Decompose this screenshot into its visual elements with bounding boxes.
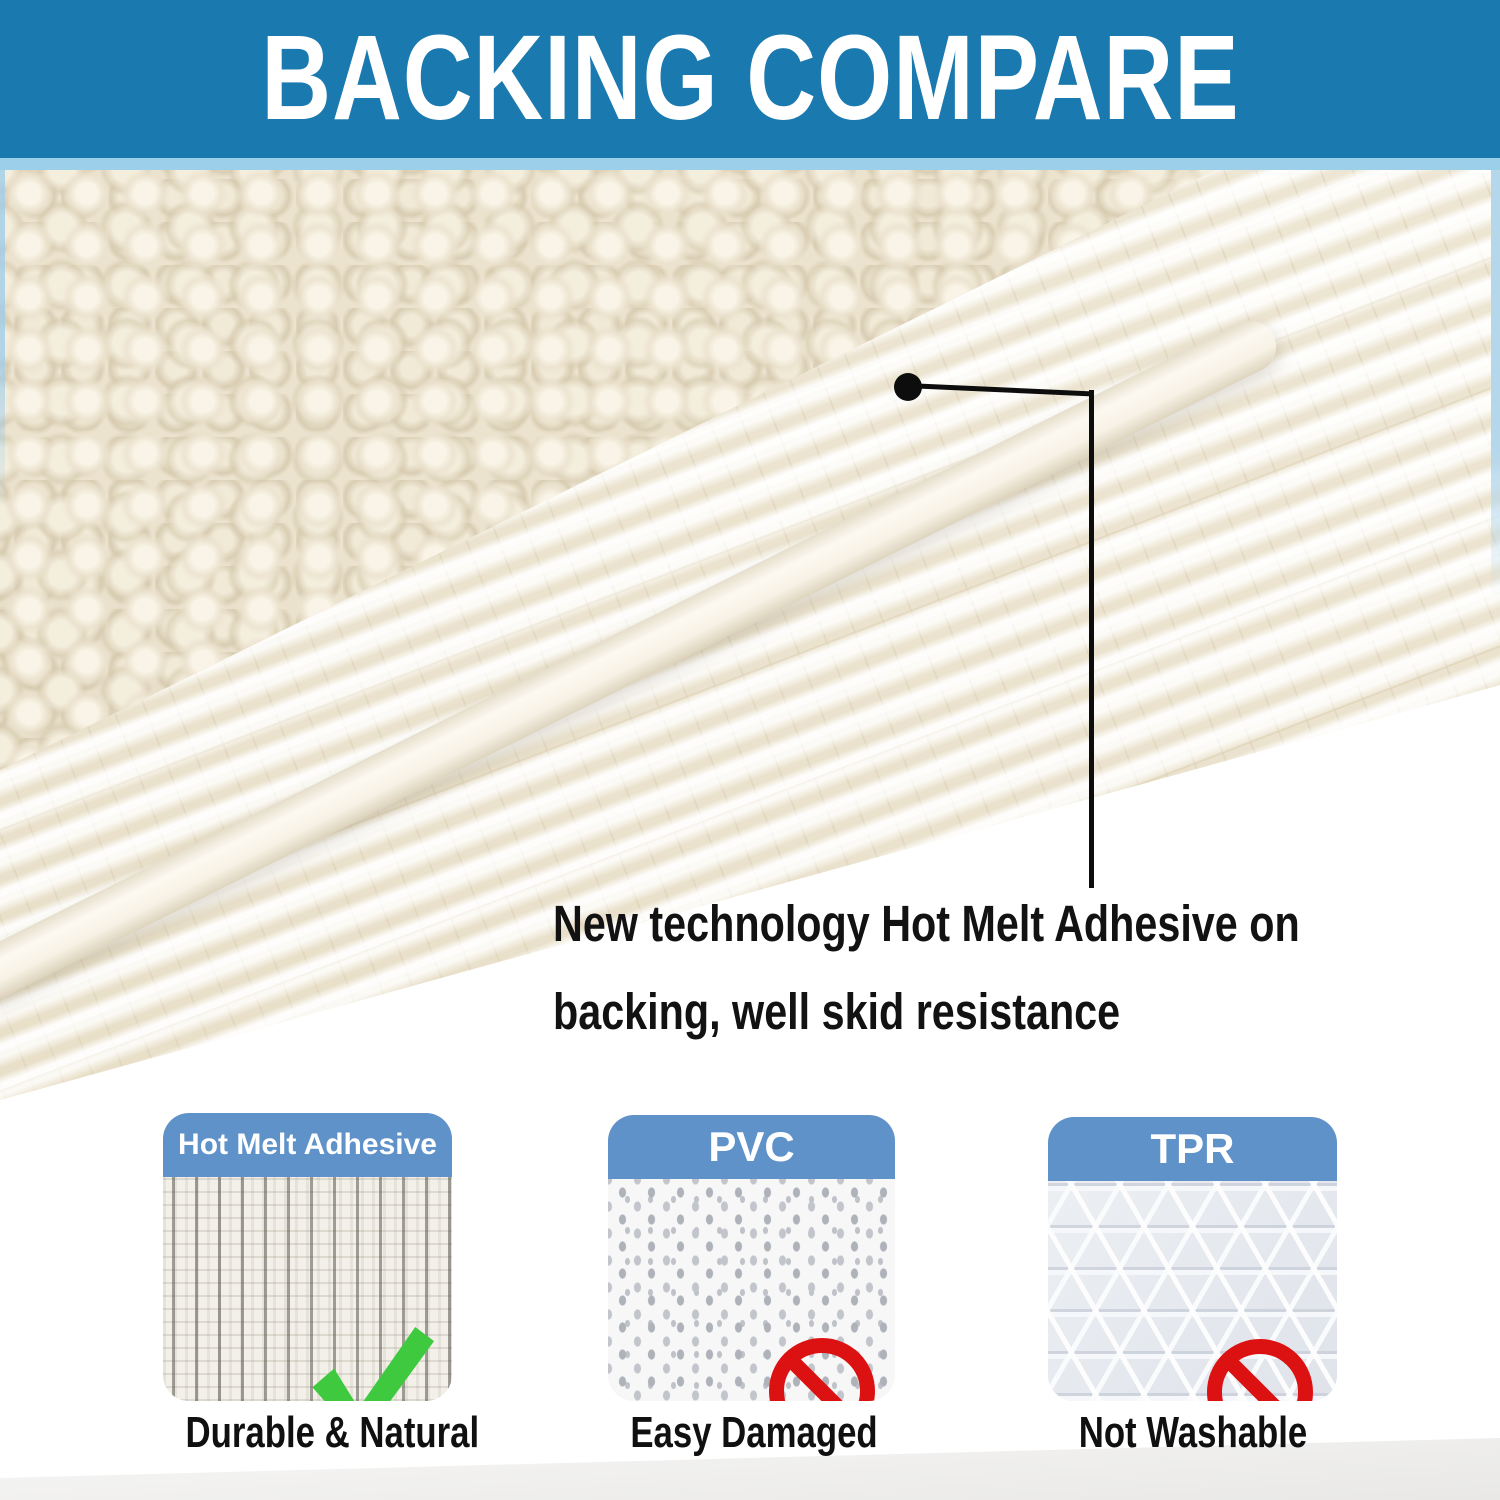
red-no-sign-icon: [769, 1338, 875, 1401]
tile-header-tpr: TPR: [1048, 1117, 1337, 1181]
annotation-text: New technology Hot Melt Adhesive on back…: [553, 880, 1300, 1056]
page-title: BACKING COMPARE: [260, 9, 1240, 145]
tile-caption-hot-melt: Durable & Natural: [185, 1408, 480, 1457]
rug-photo: [0, 170, 1500, 1170]
green-checkmark-icon: [312, 1326, 435, 1401]
tile-caption-tpr: Not Washable: [1078, 1408, 1308, 1457]
tile-caption-pvc: Easy Damaged: [630, 1408, 878, 1457]
no-sign-slash: [1227, 1359, 1293, 1401]
tile-label: PVC: [708, 1123, 795, 1170]
no-sign-slash: [789, 1358, 855, 1401]
tile-header-hot-melt: Hot Melt Adhesive: [163, 1113, 452, 1177]
hot-melt-texture: [163, 1177, 452, 1401]
tile-label: Hot Melt Adhesive: [178, 1128, 437, 1161]
tile-pvc: PVC: [608, 1115, 895, 1401]
tile-hot-melt-adhesive: Hot Melt Adhesive: [163, 1113, 452, 1401]
annotation-line-2: backing, well skid resistance: [553, 983, 1121, 1040]
pvc-texture: [608, 1179, 895, 1401]
tile-header-pvc: PVC: [608, 1115, 895, 1179]
red-no-sign-icon: [1207, 1339, 1313, 1401]
callout-line-vertical: [1089, 390, 1094, 888]
banner-accent-strip: [0, 158, 1500, 170]
header-banner: BACKING COMPARE: [0, 0, 1500, 158]
tile-label: TPR: [1150, 1125, 1235, 1172]
photo-edge-right: [1491, 170, 1500, 600]
annotation-line-1: New technology Hot Melt Adhesive on: [553, 895, 1300, 952]
tile-tpr: TPR: [1048, 1117, 1337, 1401]
tpr-texture: [1048, 1181, 1337, 1401]
photo-edge-left: [0, 170, 5, 510]
